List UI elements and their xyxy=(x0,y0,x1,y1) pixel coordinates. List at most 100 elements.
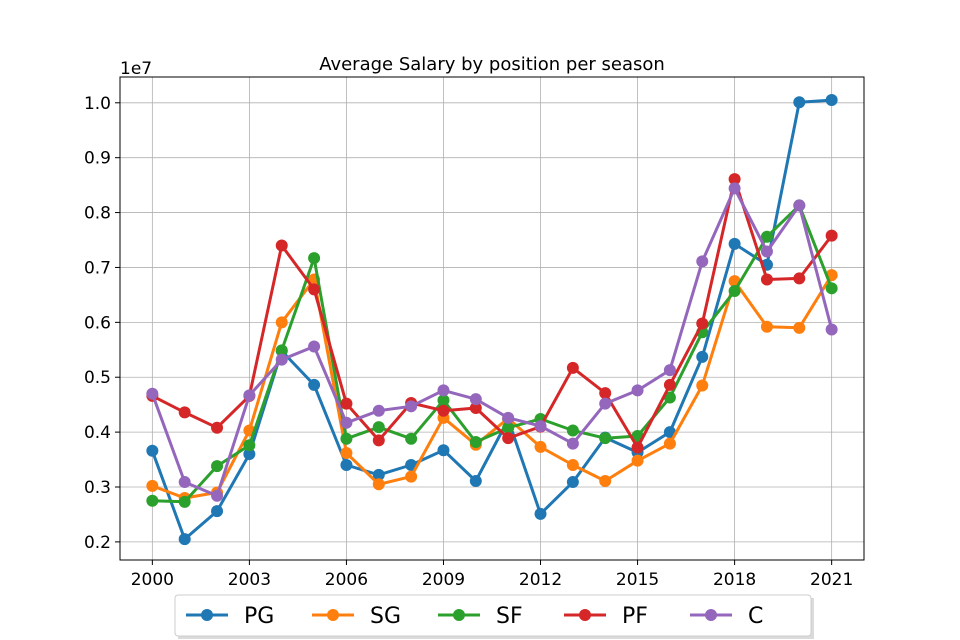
y-tick-label: 0.6 xyxy=(84,313,111,333)
data-point xyxy=(825,282,838,295)
x-tick-label: 2006 xyxy=(325,570,368,590)
data-point xyxy=(728,173,741,186)
data-point xyxy=(599,474,612,487)
data-point xyxy=(696,255,709,268)
data-point xyxy=(502,411,515,424)
data-point xyxy=(696,317,709,330)
series-layer xyxy=(146,94,838,546)
data-point xyxy=(211,505,224,518)
series-line xyxy=(151,177,833,449)
legend-marker xyxy=(705,609,717,621)
data-point xyxy=(243,439,256,452)
data-point xyxy=(566,437,579,450)
data-point xyxy=(663,364,676,377)
data-point xyxy=(340,432,353,445)
y-tick-label: 1.0 xyxy=(84,94,111,114)
data-point xyxy=(308,378,321,391)
data-point xyxy=(566,459,579,472)
data-point xyxy=(146,479,159,492)
data-point xyxy=(631,454,644,467)
data-point xyxy=(663,437,676,450)
data-point xyxy=(340,459,353,472)
series-pg xyxy=(146,94,838,546)
data-point xyxy=(308,283,321,296)
data-point xyxy=(405,400,418,413)
data-point xyxy=(663,378,676,391)
series-c xyxy=(146,182,838,502)
legend-item-sf: SF xyxy=(438,604,523,629)
data-point xyxy=(372,478,385,491)
series-sf xyxy=(146,199,838,508)
legend-marker xyxy=(201,609,213,621)
series-pf xyxy=(146,173,838,454)
data-point xyxy=(760,320,773,333)
data-point xyxy=(534,420,547,433)
data-point xyxy=(275,344,288,357)
x-tick-label: 2012 xyxy=(519,570,562,590)
data-point xyxy=(793,272,806,285)
data-point xyxy=(243,389,256,402)
data-point xyxy=(696,350,709,363)
data-point xyxy=(178,406,191,419)
data-point xyxy=(599,397,612,410)
data-point xyxy=(760,245,773,258)
legend-label: SG xyxy=(370,604,401,629)
legend-marker xyxy=(327,609,339,621)
legend-marker xyxy=(579,609,591,621)
legend-item-c: C xyxy=(690,604,763,629)
data-point xyxy=(275,316,288,329)
chart-title: Average Salary by position per season xyxy=(319,54,665,75)
legend-label: SF xyxy=(496,604,523,629)
x-tick-label: 2015 xyxy=(616,570,659,590)
data-point xyxy=(178,495,191,508)
data-point xyxy=(372,434,385,447)
data-point xyxy=(437,404,450,417)
data-point xyxy=(825,323,838,336)
legend-label: C xyxy=(748,604,763,629)
data-point xyxy=(663,391,676,404)
data-point xyxy=(308,340,321,353)
data-point xyxy=(728,285,741,298)
data-point xyxy=(405,432,418,445)
data-point xyxy=(340,446,353,459)
data-point xyxy=(469,474,482,487)
x-tick-label: 2018 xyxy=(713,570,756,590)
data-point xyxy=(566,361,579,374)
series-line xyxy=(150,98,832,541)
data-point xyxy=(437,394,450,407)
data-point xyxy=(340,416,353,429)
data-point xyxy=(469,401,482,414)
x-tick-label: 2000 xyxy=(131,570,174,590)
data-point xyxy=(146,494,159,507)
data-point xyxy=(243,448,256,461)
data-point xyxy=(275,239,288,252)
data-point xyxy=(340,397,353,410)
data-point xyxy=(211,460,224,473)
data-point xyxy=(599,387,612,400)
x-tick-label: 2003 xyxy=(228,570,271,590)
plot-frame xyxy=(119,76,865,561)
legend-items: PG SG SF PF C xyxy=(186,604,763,629)
y-tick-label: 0.9 xyxy=(84,149,111,169)
data-point xyxy=(760,273,773,286)
x-tick-label: 2021 xyxy=(810,570,853,590)
data-point xyxy=(405,470,418,483)
y-tick-label: 0.7 xyxy=(84,258,111,278)
series-line xyxy=(150,186,834,498)
data-point xyxy=(566,424,579,437)
data-point xyxy=(146,444,159,457)
y-axis: 0.2 0.3 0.4 0.5 0.6 0.7 0.8 0.9 1.0 xyxy=(84,94,120,553)
data-point xyxy=(308,252,321,265)
data-point xyxy=(146,387,159,400)
data-point xyxy=(469,435,482,448)
data-point xyxy=(793,321,806,334)
data-point xyxy=(211,489,224,502)
y-tick-label: 0.4 xyxy=(84,423,111,443)
legend-label: PF xyxy=(622,604,648,629)
legend-label: PG xyxy=(244,604,274,629)
legend-item-sg: SG xyxy=(312,604,401,629)
legend-item-pf: PF xyxy=(564,604,648,629)
data-point xyxy=(534,507,547,520)
data-point xyxy=(599,432,612,445)
